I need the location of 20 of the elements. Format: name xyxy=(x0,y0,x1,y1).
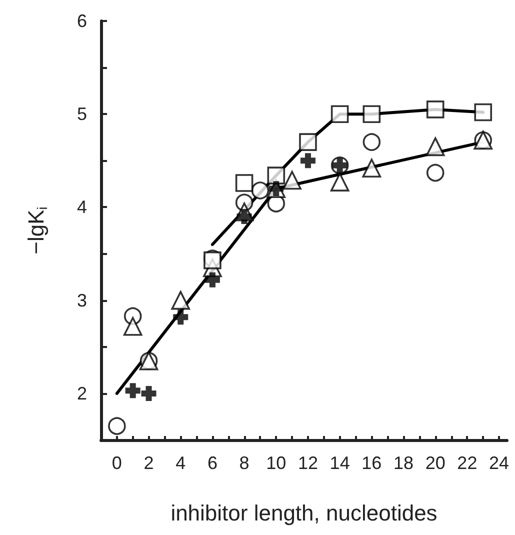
x-tick-label: 4 xyxy=(176,453,186,473)
y-axis-title: −lgKi xyxy=(24,206,50,254)
x-tick-label: 14 xyxy=(330,453,350,473)
x-tick-label: 24 xyxy=(489,453,510,473)
x-tick-label: 22 xyxy=(457,453,478,473)
x-tick-label: 10 xyxy=(266,453,286,473)
x-tick-label: 18 xyxy=(393,453,414,473)
y-tick-label: 5 xyxy=(76,104,87,124)
x-tick-label: 2 xyxy=(144,453,154,473)
y-tick-label: 6 xyxy=(76,11,87,31)
x-tick-label: 12 xyxy=(298,453,318,473)
x-axis-title: inhibitor length, nucleotides xyxy=(170,500,438,526)
y-tick-label: 2 xyxy=(76,383,87,404)
x-tick-label: 0 xyxy=(112,453,122,473)
x-tick-label: 16 xyxy=(362,453,382,473)
y-tick-label: 4 xyxy=(76,197,87,218)
x-tick-label: 20 xyxy=(425,453,446,473)
y-tick-label: 3 xyxy=(76,290,87,310)
x-tick-label: 8 xyxy=(239,453,250,473)
x-tick-label: 6 xyxy=(207,453,218,473)
